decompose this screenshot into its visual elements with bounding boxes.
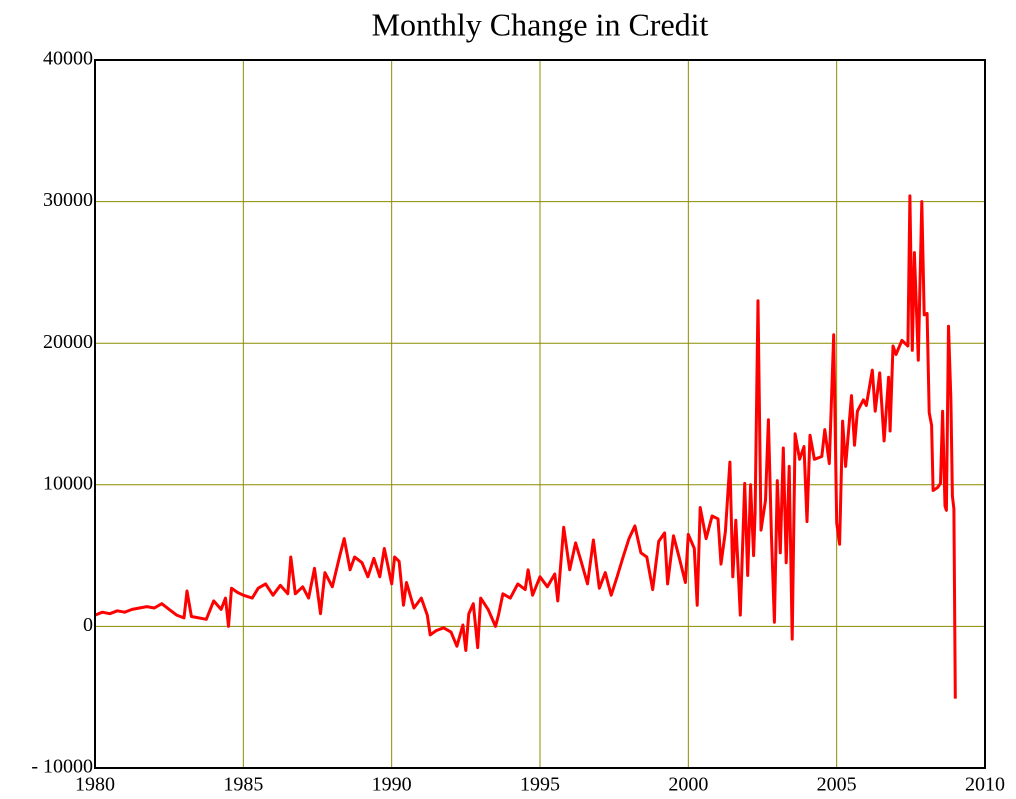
data-line	[94, 194, 957, 699]
tick-labels: - 10000 0 10000 20000 30000 40000 1980 1985 1990…	[31, 48, 1005, 796]
y-tick-label: 30000	[43, 189, 93, 211]
y-tick-label: 40000	[43, 48, 93, 70]
x-tick-label: 2010	[965, 774, 1005, 796]
x-tick-label: 1995	[520, 774, 560, 796]
x-tick-label: 1980	[75, 774, 115, 796]
chart-title: Monthly Change in Credit	[372, 6, 709, 42]
y-tick-label: - 10000	[31, 756, 93, 778]
y-tick-label: 0	[83, 614, 93, 636]
x-tick-label: 2005	[817, 774, 857, 796]
plot-frame	[94, 59, 986, 769]
y-tick-label: 10000	[43, 472, 93, 494]
x-tick-label: 1985	[223, 774, 263, 796]
y-tick-label: 20000	[43, 331, 93, 353]
plot	[94, 194, 957, 699]
x-tick-label: 2000	[668, 774, 708, 796]
x-tick-label: 1990	[372, 774, 412, 796]
